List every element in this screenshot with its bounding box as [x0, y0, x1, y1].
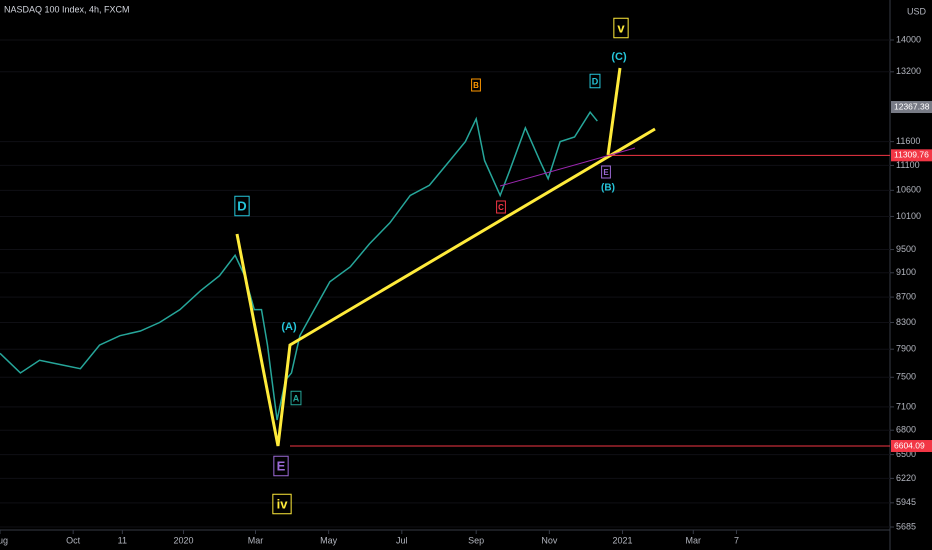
x-tick-label: Nov — [541, 535, 558, 545]
y-tick-label: 5945 — [896, 497, 916, 507]
annotation-box — [273, 455, 289, 477]
price-label: 11309.76 — [894, 150, 929, 160]
annotation-box — [613, 17, 629, 39]
y-tick-label: 8300 — [896, 317, 916, 327]
x-tick-label: May — [320, 535, 338, 545]
y-tick-label: 9100 — [896, 267, 916, 277]
price-label: 6604.09 — [894, 440, 925, 450]
price-label-box — [891, 101, 932, 114]
y-tick-label: 7100 — [896, 401, 916, 411]
annotation-box — [471, 78, 481, 92]
y-tick-label: 10100 — [896, 211, 921, 221]
wave-line — [606, 67, 622, 156]
y-tick-label: 6220 — [896, 473, 916, 483]
annotation-box — [272, 493, 292, 515]
wave-label: A — [293, 393, 300, 403]
y-tick-label: 9500 — [896, 244, 916, 254]
wave-label: E — [277, 458, 286, 473]
y-tick-label: 7500 — [896, 372, 916, 382]
x-tick-label: 2020 — [174, 535, 194, 545]
wave-label: (C) — [611, 51, 627, 63]
wave-label: v — [617, 20, 625, 35]
x-tick-label: 11 — [118, 535, 127, 545]
x-tick-label: Jul — [396, 535, 408, 545]
price-label: 12367.38 — [894, 101, 930, 111]
chart-title: NASDAQ 100 Index, 4h, FXCM — [4, 4, 130, 14]
price-label-box — [891, 149, 932, 162]
y-tick-label: 11600 — [896, 136, 920, 146]
wave-label: E — [603, 168, 609, 177]
wave-label: D — [592, 76, 599, 86]
currency: USD — [907, 6, 927, 16]
y-tick-label: 7900 — [896, 344, 916, 354]
wave-label: (B) — [601, 183, 615, 194]
x-tick-label: 2021 — [613, 535, 633, 545]
x-tick-label: 7 — [734, 535, 739, 545]
wave-line — [235, 127, 656, 447]
x-tick-label: Sep — [468, 535, 484, 545]
triangle-line — [499, 147, 636, 187]
y-tick-label: 5685 — [896, 521, 916, 531]
y-tick-label: 6800 — [896, 425, 916, 435]
x-tick-label: Oct — [66, 535, 81, 545]
annotation-box — [496, 200, 506, 214]
wave-label: C — [498, 203, 504, 212]
annotation-box — [589, 73, 601, 89]
y-tick-label: 8700 — [896, 291, 916, 301]
price-label-box — [891, 440, 932, 453]
annotation-box — [290, 390, 302, 406]
x-tick-label: Mar — [248, 535, 264, 545]
wave-label: (A) — [281, 321, 297, 333]
y-tick-label: 13200 — [896, 66, 921, 76]
wave-label: iv — [277, 496, 289, 511]
annotation-box — [234, 195, 250, 217]
y-tick-label: 11100 — [896, 160, 920, 170]
price-line — [0, 110, 598, 421]
y-tick-label: 14000 — [896, 34, 921, 44]
x-tick-label: Mar — [686, 535, 702, 545]
y-tick-label: 10600 — [896, 185, 921, 195]
x-tick-label: Aug — [0, 535, 8, 545]
y-tick-label: 6500 — [896, 449, 916, 459]
wave-label: B — [473, 81, 479, 90]
wave-label: D — [237, 198, 246, 213]
annotation-box — [601, 165, 611, 179]
